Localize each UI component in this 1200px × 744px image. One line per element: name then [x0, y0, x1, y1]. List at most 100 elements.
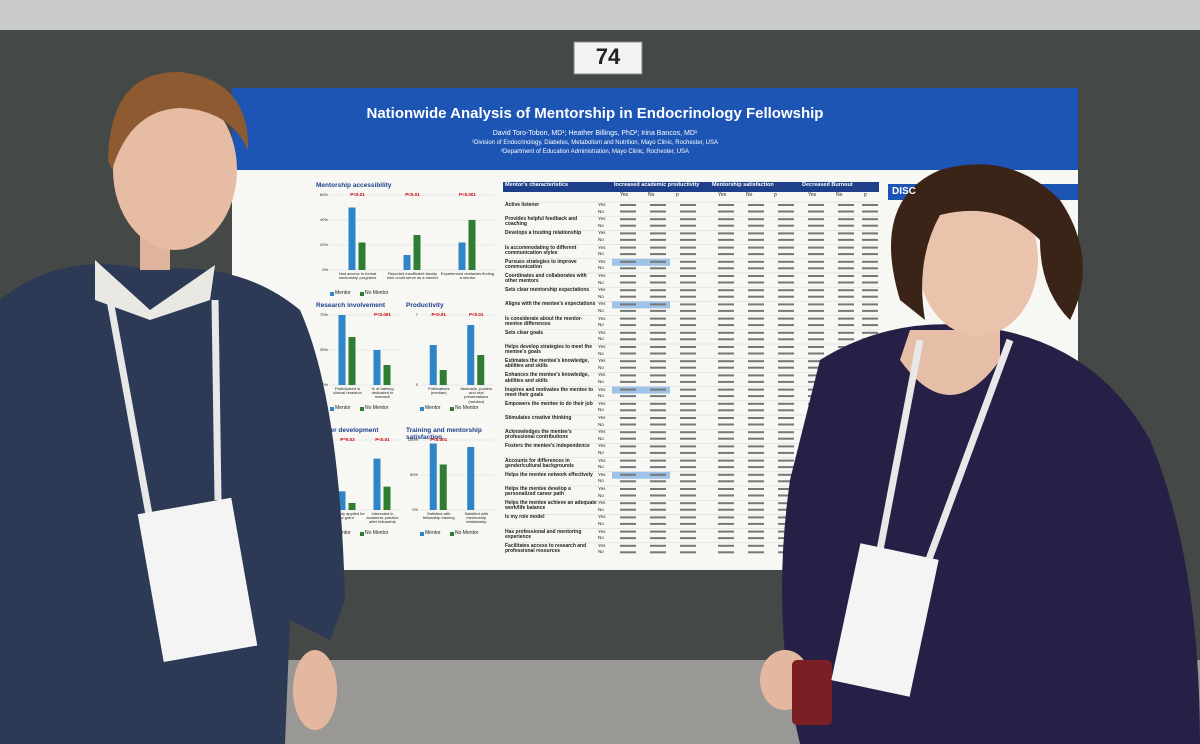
- row-label: Helps the mentee achieve an adequate wor…: [505, 500, 597, 512]
- cell-text: [808, 238, 824, 241]
- cell-text: [838, 317, 854, 320]
- cell-text: [650, 260, 666, 263]
- number-plate: [573, 41, 643, 75]
- cell-text: [778, 380, 794, 383]
- cell-text: [620, 551, 636, 554]
- table-subheader: No: [836, 192, 843, 198]
- cell-text: [680, 409, 696, 412]
- cell-text: [778, 204, 794, 206]
- cell-text: [680, 275, 696, 277]
- answer-label: No: [598, 378, 604, 384]
- cell-text: [718, 317, 734, 320]
- cell-text: [838, 260, 854, 263]
- table-subheader: Yes: [718, 192, 727, 198]
- cell-text: [838, 309, 854, 312]
- p-value: P<0.01: [405, 192, 420, 197]
- answer-label: No: [598, 336, 604, 342]
- bar: [439, 370, 447, 385]
- cell-text: [620, 260, 636, 263]
- cell-text: [620, 303, 636, 306]
- answer-label: Yes: [598, 457, 606, 463]
- lanyard: [106, 299, 222, 521]
- cell-text: [808, 331, 824, 334]
- bar: [383, 365, 391, 385]
- cell-text: [748, 395, 764, 398]
- cell-text: [748, 238, 764, 241]
- answer-label: Yes: [598, 202, 606, 207]
- cell-text: [650, 388, 666, 391]
- answer-label: Yes: [598, 514, 606, 520]
- row-label: Sets clear goals: [505, 329, 544, 336]
- cell-text: [748, 466, 764, 469]
- cell-text: [778, 451, 794, 454]
- legend-label: No Mentor: [365, 530, 389, 536]
- answer-label: No: [598, 364, 604, 370]
- legend-label: No Mentor: [365, 290, 389, 296]
- cell-text: [650, 530, 666, 533]
- answer-label: Yes: [598, 443, 606, 449]
- cell-text: [620, 360, 636, 363]
- cell-text: [862, 210, 878, 213]
- cell-text: [650, 218, 666, 221]
- bar: [467, 325, 475, 385]
- cell-text: [808, 253, 824, 256]
- answer-label: No: [598, 393, 604, 399]
- row-label: Develops a trusting relationship: [505, 230, 582, 237]
- cell-text: [778, 366, 794, 369]
- legend-swatch: [420, 532, 424, 536]
- table-header: Mentorship satisfaction: [712, 182, 774, 188]
- cell-text: [620, 480, 636, 483]
- cell-text: [680, 218, 696, 221]
- cell-text: [862, 253, 878, 256]
- cell-text: [718, 508, 734, 511]
- cell-text: [778, 437, 794, 440]
- cell-text: [778, 317, 794, 320]
- row-label: Helps the mentee network effectively: [505, 471, 593, 478]
- cell-text: [778, 275, 794, 277]
- cell-text: [650, 480, 666, 483]
- y-tick-label: 0%: [322, 266, 328, 272]
- answer-label: Yes: [598, 344, 606, 349]
- discussion-heading: DISC: [892, 186, 916, 197]
- cell-text: [718, 346, 734, 348]
- cell-text: [778, 232, 794, 235]
- y-tick-label: 20%: [319, 241, 328, 247]
- answer-label: No: [598, 222, 604, 228]
- cell-text: [808, 366, 824, 369]
- cell-text: [778, 480, 794, 483]
- p-value: P<0.001: [430, 437, 448, 442]
- chart-title: Training and mentorship satisfaction: [406, 427, 482, 441]
- cell-text: [620, 366, 636, 369]
- p-value: P<0.01: [469, 312, 484, 317]
- cell-text: [748, 281, 764, 284]
- bar: [383, 486, 391, 510]
- bar: [458, 242, 466, 270]
- cell-text: [808, 338, 824, 341]
- cell-text: [620, 488, 636, 490]
- cell-text: [680, 522, 696, 525]
- cell-text: [718, 431, 734, 434]
- cell-text: [650, 431, 666, 434]
- answer-label: No: [598, 421, 604, 427]
- cell-text: [718, 494, 734, 497]
- cell-text: [718, 246, 734, 249]
- cell-text: [650, 551, 666, 554]
- cell-text: [718, 488, 734, 490]
- cell-text: [748, 338, 764, 341]
- row-label: Pursues strategies to improve communicat…: [505, 258, 577, 271]
- man-badge: [137, 497, 258, 663]
- cell-text: [718, 522, 734, 525]
- cell-text: [620, 522, 636, 525]
- cell-text: [680, 331, 696, 334]
- cell-text: [718, 303, 734, 306]
- cell-text: [778, 218, 794, 221]
- table-header: Mentor's characteristics: [505, 182, 569, 188]
- cell-text: [862, 204, 878, 206]
- cell-text: [862, 317, 878, 320]
- legend-swatch: [420, 407, 424, 411]
- cell-text: [680, 395, 696, 398]
- cell-text: [620, 530, 636, 533]
- answer-label: No: [598, 506, 604, 512]
- cell-text: [778, 281, 794, 284]
- cell-text: [778, 502, 794, 505]
